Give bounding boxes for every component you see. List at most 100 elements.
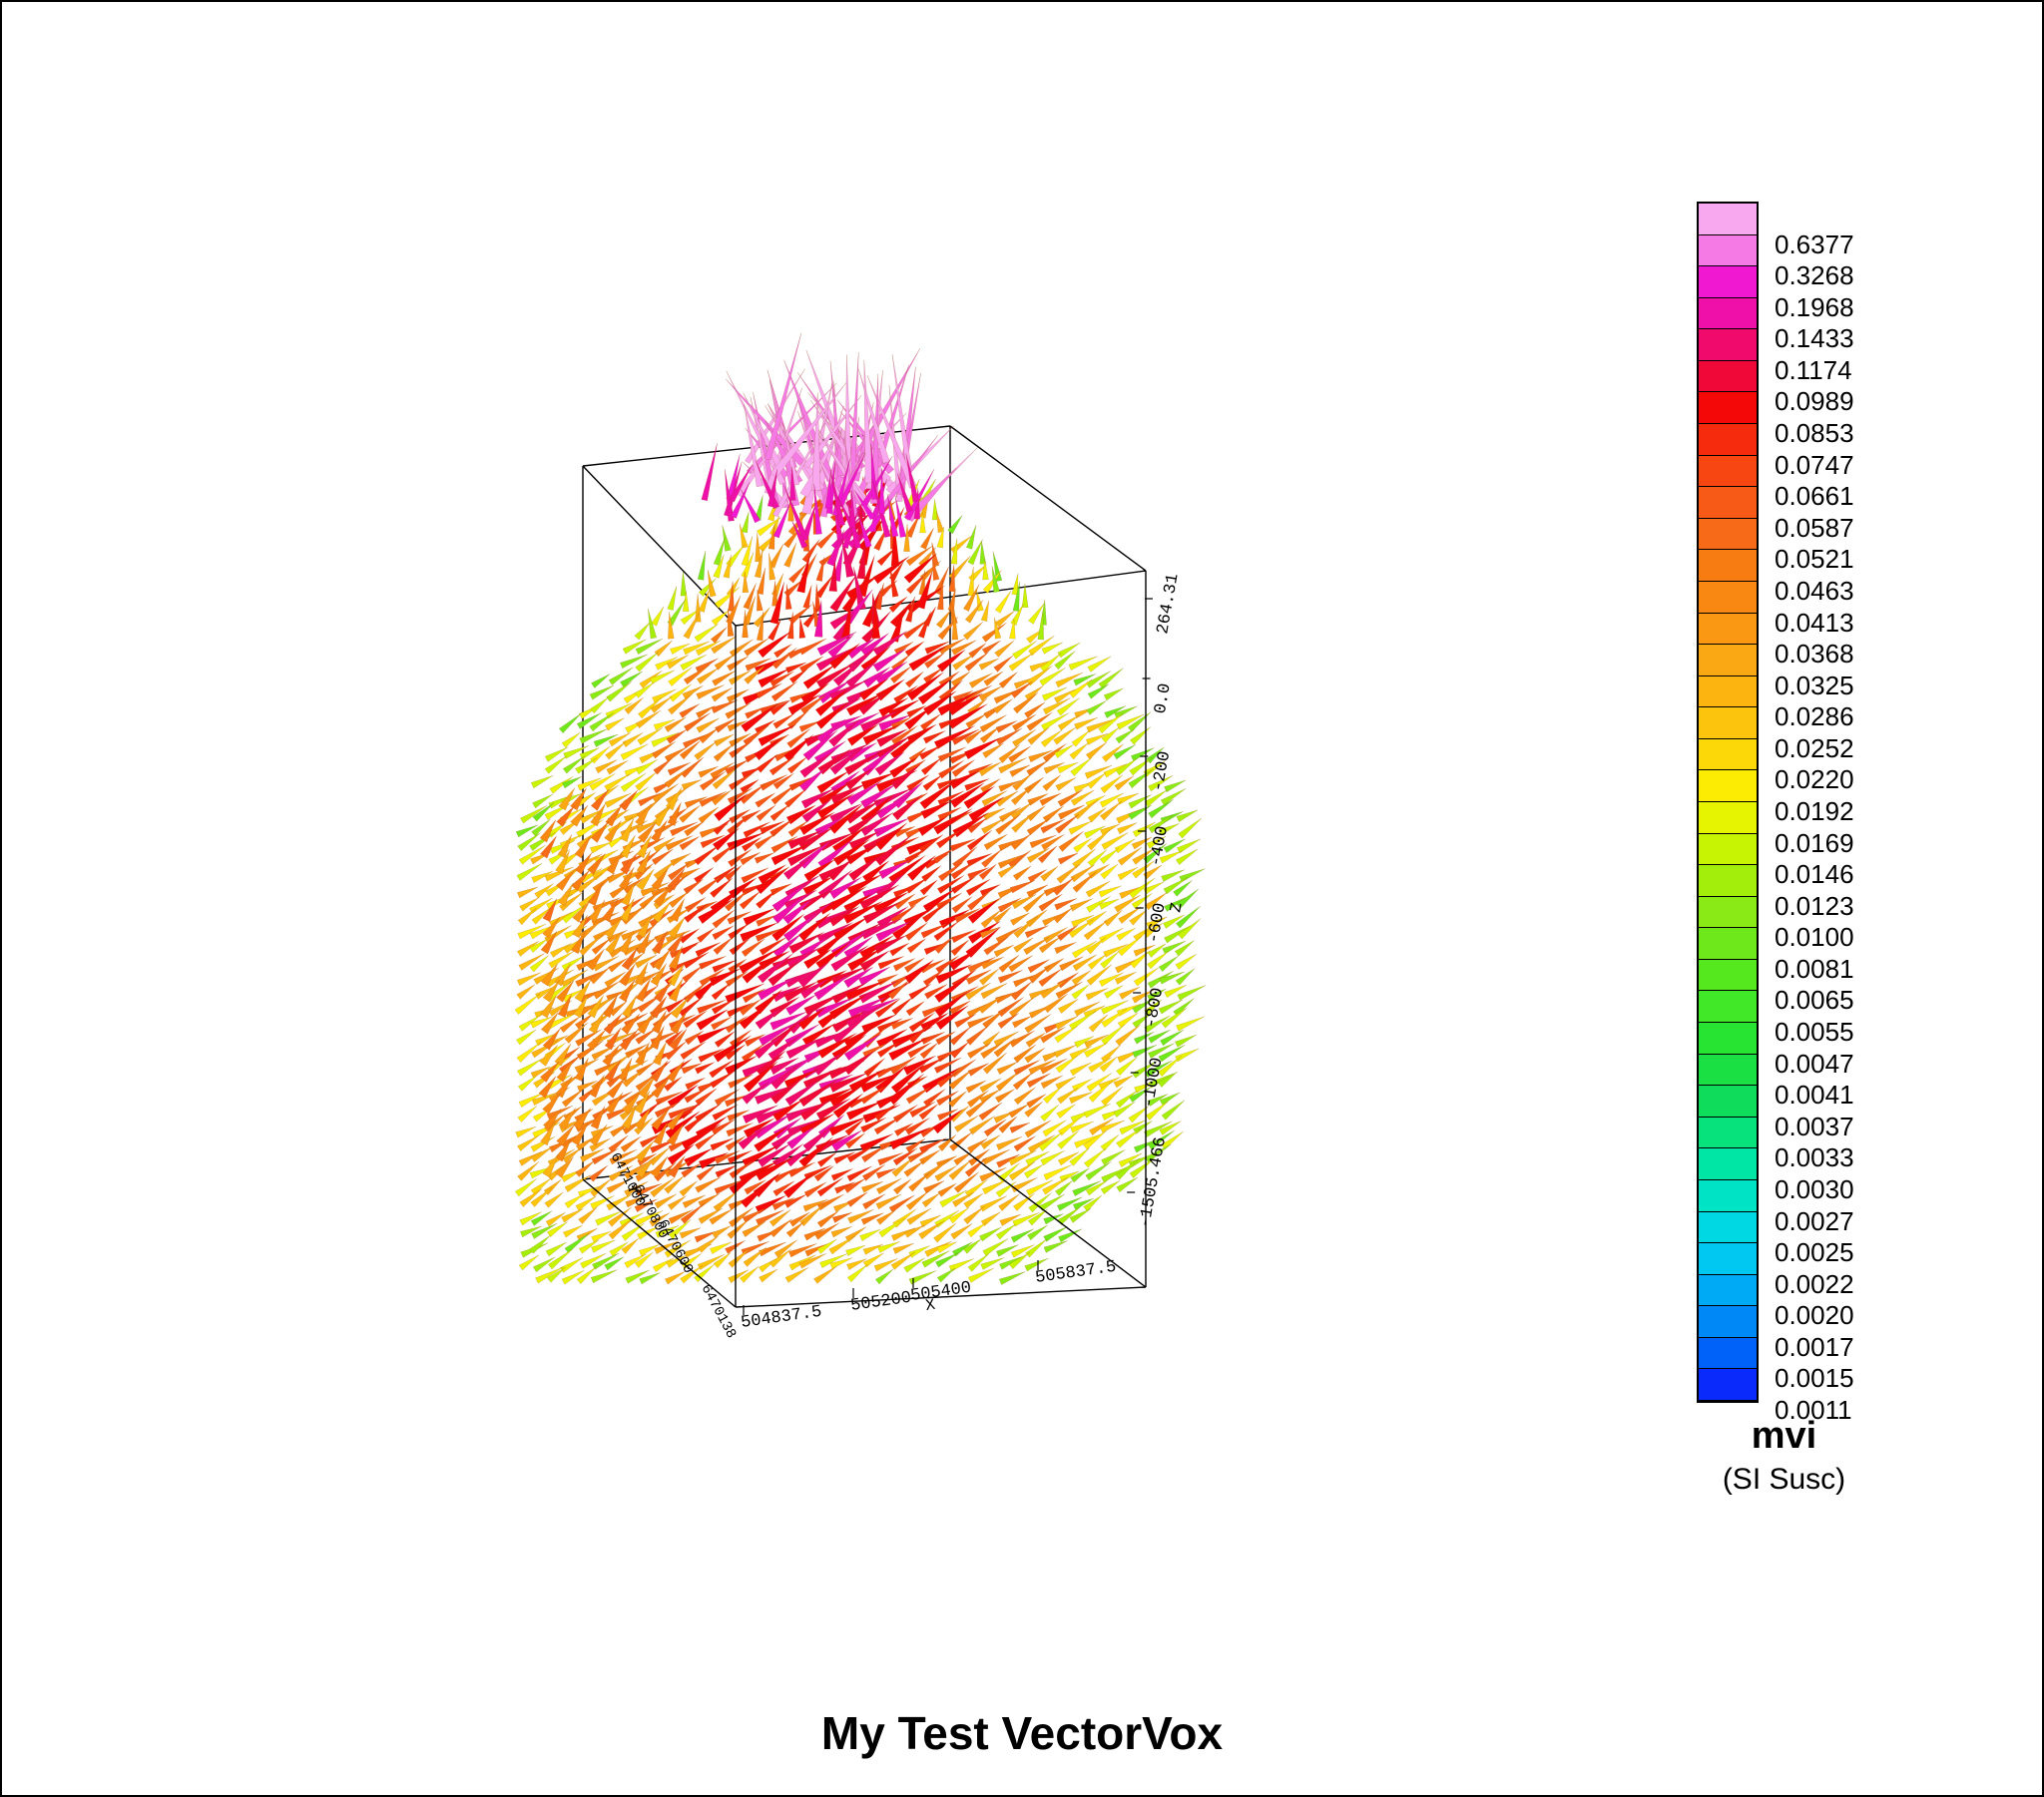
- vector-arrow: [1055, 672, 1084, 688]
- vector-arrow: [1008, 997, 1034, 1018]
- vector-arrow: [1043, 1164, 1072, 1180]
- vector-arrow: [1159, 850, 1183, 864]
- vector-arrow: [756, 682, 782, 699]
- vector-arrow: [947, 692, 983, 716]
- vector-arrow: [833, 1151, 856, 1164]
- legend-swatch: [1699, 1337, 1757, 1370]
- vector-arrow: [1101, 726, 1120, 743]
- vector-arrow: [994, 611, 1015, 628]
- vector-arrow: [681, 1253, 703, 1269]
- vector-arrow: [667, 802, 682, 826]
- vector-arrow: [786, 947, 821, 969]
- vector-arrow: [679, 703, 701, 718]
- vector-arrow: [535, 1266, 564, 1284]
- vector-arrow: [920, 757, 941, 775]
- vector-arrow: [694, 844, 721, 866]
- vector-arrow: [541, 963, 558, 987]
- vector-arrow: [860, 812, 894, 837]
- vector-arrow: [1084, 1034, 1109, 1049]
- vector-arrow: [548, 951, 575, 969]
- vector-arrow: [639, 1132, 663, 1148]
- vector-arrow: [1114, 971, 1137, 985]
- vector-arrow: [813, 1265, 837, 1284]
- vector-arrow: [1129, 877, 1156, 899]
- vector-arrow: [710, 1241, 733, 1255]
- vector-arrow: [847, 1209, 874, 1224]
- vector-arrow: [934, 977, 969, 1003]
- vector-arrow: [991, 566, 1000, 593]
- vector-arrow: [622, 1068, 646, 1088]
- vector-arrow: [874, 583, 884, 611]
- vector-arrow: [769, 883, 792, 896]
- vector-arrow: [796, 554, 810, 594]
- vector-arrow: [714, 1150, 741, 1164]
- vector-arrow: [772, 773, 794, 790]
- vector-arrow: [758, 724, 796, 746]
- legend-swatch: [1699, 392, 1757, 425]
- vector-arrow: [789, 466, 796, 501]
- vector-arrow: [787, 829, 823, 850]
- vector-arrow: [651, 741, 676, 759]
- vector-arrow: [550, 943, 572, 958]
- vector-arrow: [635, 1210, 664, 1226]
- vector-arrow: [890, 1018, 913, 1030]
- vector-arrow: [890, 666, 912, 684]
- vector-arrow: [683, 641, 711, 656]
- vector-arrow: [876, 546, 897, 567]
- vector-arrow: [590, 788, 610, 811]
- vector-arrow: [1116, 1128, 1141, 1148]
- legend-swatch: [1699, 455, 1757, 488]
- vector-arrow: [1027, 1224, 1048, 1241]
- vector-arrow: [576, 1266, 597, 1285]
- vector-arrow: [875, 1167, 897, 1179]
- vector-arrow: [846, 1144, 875, 1163]
- vector-arrow: [964, 728, 984, 744]
- legend-value: 0.0192: [1775, 796, 1854, 826]
- vector-arrow: [772, 500, 791, 539]
- vector-arrow: [995, 1071, 1020, 1092]
- vector-arrow: [903, 524, 910, 552]
- vector-arrow: [574, 1012, 595, 1030]
- vector-arrow: [608, 958, 628, 973]
- vector-arrow: [892, 915, 923, 941]
- vector-arrow: [922, 774, 943, 791]
- vector-arrow: [619, 979, 636, 1003]
- vector-arrow: [1113, 1102, 1136, 1118]
- vector-arrow: [741, 702, 779, 732]
- vector-arrow: [620, 671, 643, 687]
- vector-arrow: [892, 1242, 914, 1254]
- bounding-box-front: [582, 571, 1147, 1308]
- vector-arrow: [1175, 954, 1197, 970]
- vector-arrow: [547, 1267, 566, 1283]
- vector-arrow: [1022, 584, 1029, 608]
- vector-arrow: [1072, 954, 1097, 972]
- vector-arrow: [650, 819, 668, 843]
- vector-arrow: [539, 819, 557, 843]
- vector-arrow: [575, 1159, 596, 1177]
- vector-arrow: [715, 1164, 739, 1178]
- vector-arrow: [769, 1057, 799, 1076]
- vector-arrow: [876, 728, 908, 747]
- vector-arrow: [547, 1221, 568, 1237]
- vector-field: [514, 332, 1207, 1285]
- vector-arrow: [967, 1222, 987, 1238]
- vector-arrow: [579, 747, 600, 760]
- vector-arrow: [1074, 1133, 1102, 1148]
- vector-arrow: [847, 947, 883, 972]
- vector-arrow: [589, 1137, 611, 1152]
- vector-arrow: [760, 820, 785, 835]
- vector-arrow: [725, 702, 752, 719]
- vector-arrow: [829, 468, 845, 527]
- vector-arrow: [922, 668, 943, 684]
- vector-arrow: [905, 571, 929, 595]
- vector-arrow: [1041, 834, 1065, 851]
- vector-arrow: [648, 609, 657, 640]
- vector-arrow: [591, 674, 611, 688]
- vector-arrow: [668, 1029, 688, 1051]
- vector-arrow: [727, 1149, 753, 1164]
- legend-swatch: [1699, 675, 1757, 708]
- vector-arrow: [828, 1235, 855, 1255]
- vector-arrow: [918, 1057, 944, 1074]
- vector-arrow: [1056, 1104, 1076, 1119]
- vector-arrow: [938, 862, 963, 882]
